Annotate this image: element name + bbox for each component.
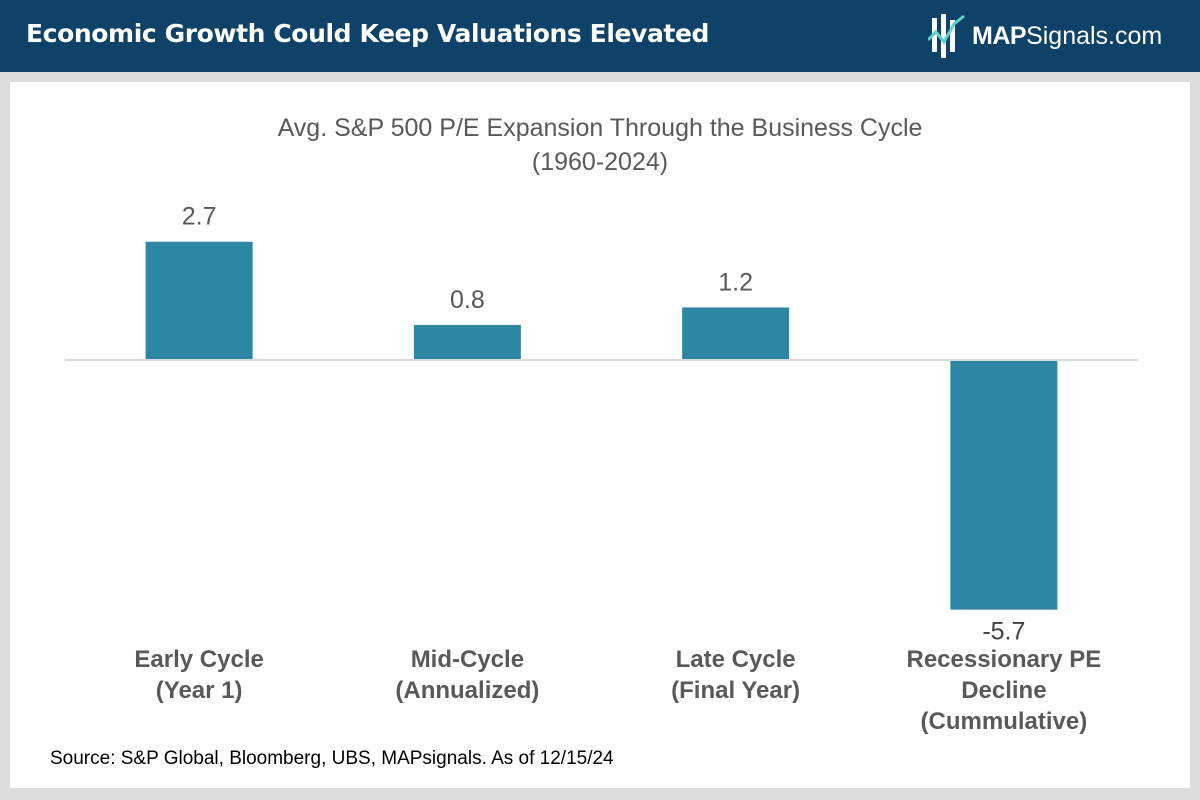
category-label-4-line-1: Recessionary PE <box>906 646 1102 673</box>
category-label-1-line-1: Early Cycle <box>134 646 264 673</box>
data-label-4: -5.7 <box>982 618 1025 646</box>
category-label-2: Mid-Cycle (Annualized) <box>317 644 617 706</box>
chart-title: Avg. S&P 500 P/E Expansion Through the B… <box>277 114 923 142</box>
category-label-4: Recessionary PE Decline (Cummulative) <box>854 644 1154 737</box>
bar-3 <box>682 307 790 360</box>
bar-1 <box>145 241 253 360</box>
page-title: Economic Growth Could Keep Valuations El… <box>26 19 710 48</box>
category-label-2-line-2: (Annualized) <box>395 677 540 704</box>
source-note: Source: S&P Global, Bloomberg, UBS, MAPs… <box>50 748 614 769</box>
bar-chart: 2.7 0.8 1.2 -5.7 <box>65 203 1138 646</box>
category-label-1-line-2: (Year 1) <box>155 677 243 704</box>
chart-subtitle: (1960-2024) <box>531 148 669 176</box>
category-label-3-line-1: Late Cycle <box>675 646 796 673</box>
logo-wordmark: MAPSignals.com <box>972 22 1162 51</box>
category-label-1: Early Cycle (Year 1) <box>49 644 349 706</box>
header-bar: Economic Growth Could Keep Valuations El… <box>0 0 1200 72</box>
category-label-4-line-3: (Cummulative) <box>920 708 1088 735</box>
logo-text-bold: MAP <box>972 22 1027 50</box>
category-label-2-line-1: Mid-Cycle <box>410 646 525 673</box>
category-label-3: Late Cycle (Final Year) <box>586 644 886 706</box>
category-label-3-line-2: (Final Year) <box>671 677 801 704</box>
data-label-3: 1.2 <box>718 268 753 296</box>
category-label-4-line-2: Decline <box>961 677 1047 704</box>
mapsignals-logo-icon <box>928 14 965 58</box>
logo-text-rest: Signals.com <box>1026 22 1163 50</box>
data-label-2: 0.8 <box>450 286 485 314</box>
bar-2 <box>413 324 521 360</box>
chart-panel: Avg. S&P 500 P/E Expansion Through the B… <box>10 82 1190 788</box>
bar-4 <box>950 360 1058 610</box>
mapsignals-logo[interactable]: MAPSignals.com <box>928 10 1188 62</box>
data-label-1: 2.7 <box>182 203 217 231</box>
